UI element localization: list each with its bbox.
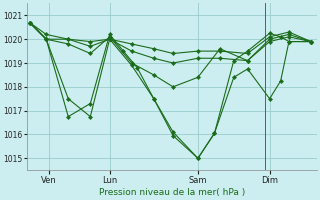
X-axis label: Pression niveau de la mer( hPa ): Pression niveau de la mer( hPa ) bbox=[99, 188, 245, 197]
